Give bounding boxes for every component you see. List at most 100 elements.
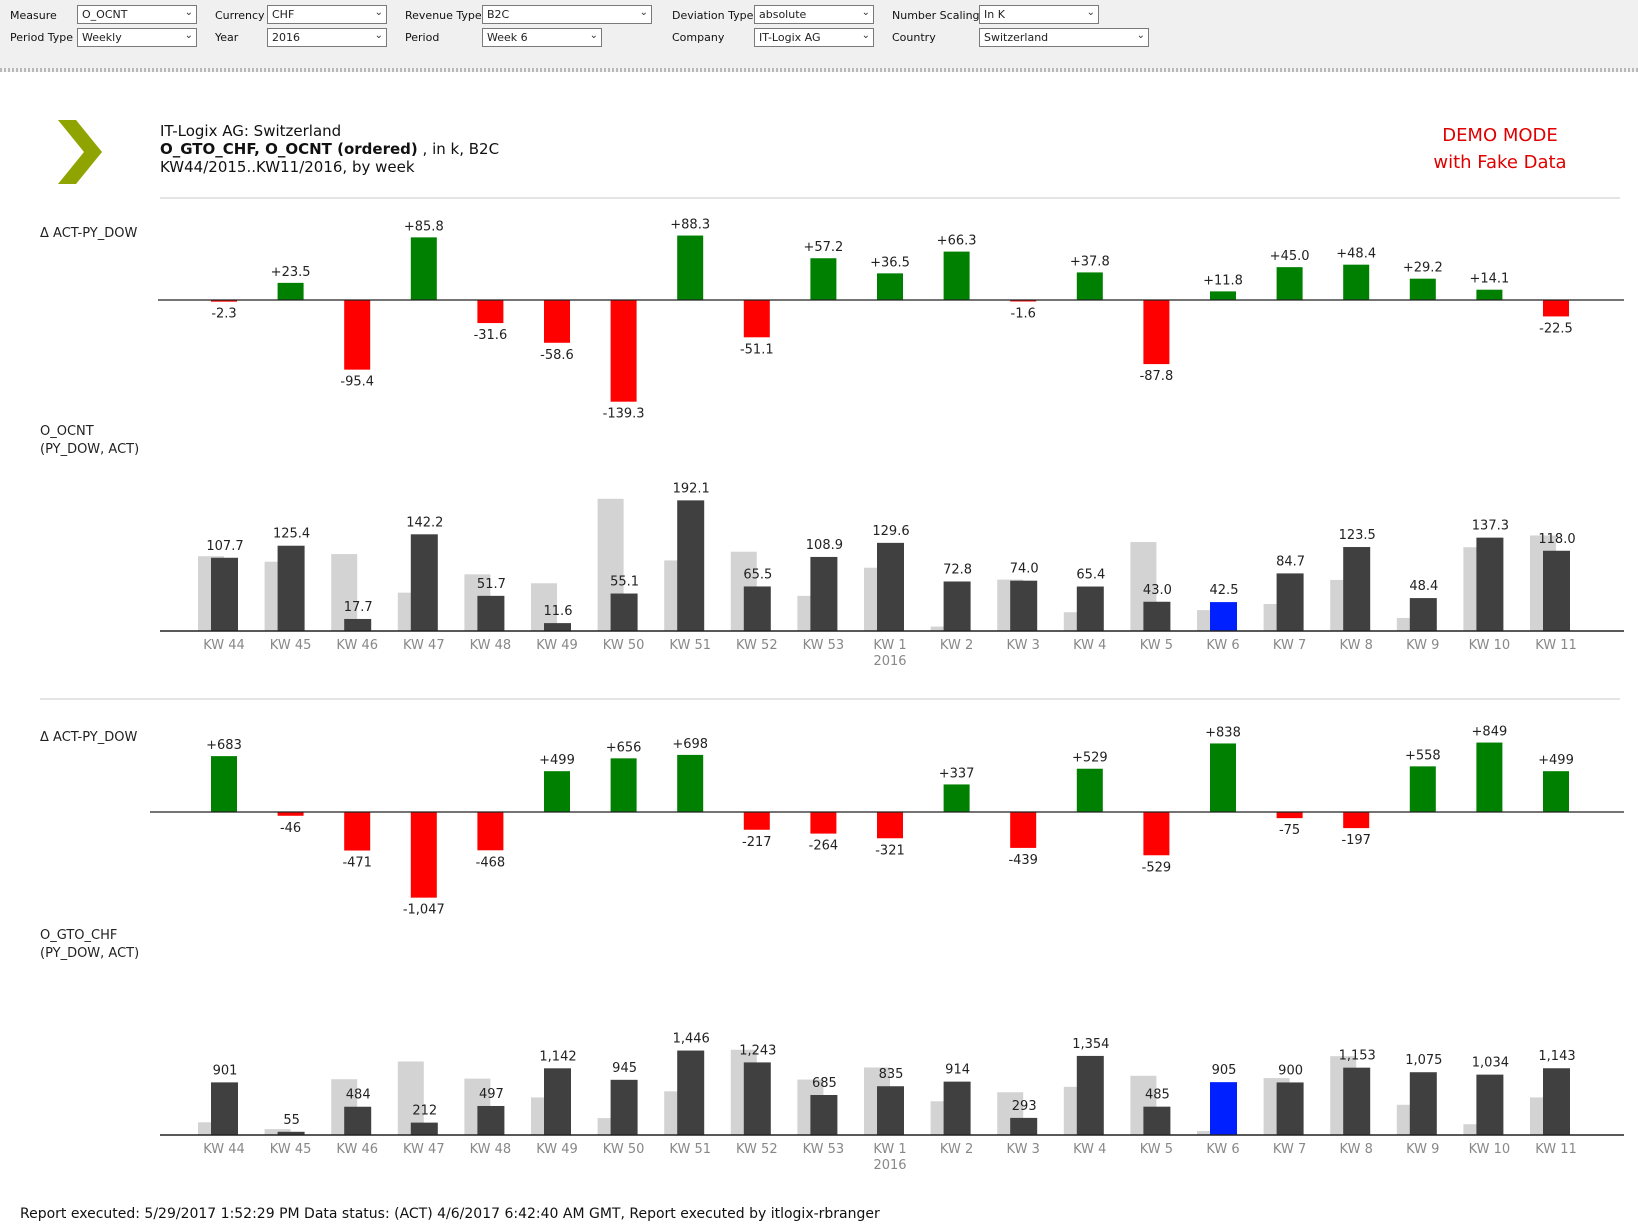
- delta-bar: [544, 771, 570, 812]
- py-bar: [264, 561, 291, 631]
- data-label: 43.0: [1143, 583, 1172, 598]
- data-label: 914: [945, 1063, 970, 1078]
- x-tick-label: KW 45: [270, 1142, 312, 1157]
- py-bar: [864, 567, 890, 631]
- data-label: +36.5: [870, 255, 910, 270]
- x-tick-label: KW 8: [1340, 638, 1373, 653]
- data-label: -75: [1279, 823, 1300, 838]
- py-bar: [1197, 1131, 1223, 1135]
- data-label: 48.4: [1409, 579, 1438, 594]
- x-tick-label: KW 10: [1469, 1142, 1511, 1157]
- py-bar: [730, 551, 757, 631]
- data-label: 485: [1145, 1088, 1170, 1103]
- company-select[interactable]: IT-Logix AG ⌄: [754, 28, 874, 47]
- py-bar: [730, 1049, 757, 1135]
- data-label: 51.7: [477, 577, 506, 592]
- year-select[interactable]: 2016 ⌄: [267, 28, 387, 47]
- period-select[interactable]: Week 6 ⌄: [482, 28, 602, 47]
- period-type-select[interactable]: Weekly ⌄: [77, 28, 197, 47]
- delta-bar: [1543, 300, 1569, 317]
- country-select[interactable]: Switzerland ⌄: [979, 28, 1149, 47]
- py-bar: [797, 1079, 824, 1135]
- data-label: -95.4: [340, 375, 374, 390]
- chart3-title: Δ ACT-PY_DOW: [40, 730, 138, 745]
- chevron-down-icon: ⌄: [861, 30, 870, 41]
- x-tick-label: KW 6: [1206, 638, 1239, 653]
- data-label: +48.4: [1336, 247, 1376, 262]
- x-tick-label: KW 3: [1007, 638, 1040, 653]
- filter-label: Period Type: [10, 31, 74, 44]
- py-bar: [531, 583, 557, 631]
- chart2-title: O_OCNT (PY_DOW, ACT): [40, 423, 139, 459]
- chevron-down-icon: ⌄: [1086, 7, 1095, 18]
- data-label: 129.6: [872, 524, 909, 539]
- delta-bar: [1476, 742, 1503, 812]
- act-bar: [1210, 1082, 1237, 1135]
- data-label: -1,047: [403, 903, 445, 918]
- x-tick-label: KW 52: [736, 1142, 778, 1157]
- py-bar: [664, 560, 691, 631]
- data-label: 118.0: [1538, 532, 1575, 547]
- act-bar: [1409, 1072, 1437, 1135]
- py-bar: [1063, 612, 1090, 631]
- splitter-handle[interactable]: [0, 68, 1638, 72]
- data-label: -1.6: [1011, 307, 1036, 322]
- py-bar: [664, 1091, 691, 1135]
- company-logo-icon: [58, 120, 102, 184]
- data-label: 293: [1012, 1099, 1037, 1114]
- act-bar: [1076, 586, 1104, 631]
- delta-bar: [344, 300, 371, 370]
- delta-bar: [477, 812, 504, 851]
- py-bar: [997, 1092, 1024, 1135]
- act-bar: [1476, 537, 1504, 631]
- measure-select[interactable]: O_OCNT ⌄: [77, 5, 197, 24]
- delta-bar: [1076, 272, 1103, 300]
- data-label: +499: [539, 753, 575, 768]
- delta-bar: [1210, 743, 1236, 812]
- data-label: 65.5: [743, 567, 772, 582]
- data-label: 142.2: [406, 515, 443, 530]
- py-bar: [1530, 1097, 1556, 1135]
- chevron-down-icon: ⌄: [374, 30, 383, 41]
- py-bar: [198, 556, 224, 631]
- data-label: 192.1: [673, 481, 710, 496]
- x-tick-label: KW 5: [1140, 638, 1173, 653]
- py-bar: [198, 1122, 224, 1135]
- delta-bar: [1210, 291, 1236, 300]
- number-scaling-select[interactable]: In K ⌄: [979, 5, 1099, 24]
- chevron-down-icon: ⌄: [184, 30, 193, 41]
- data-label: -2.3: [211, 307, 236, 322]
- py-bar: [331, 1079, 358, 1135]
- data-label: -58.6: [540, 348, 574, 363]
- py-bar: [1463, 547, 1490, 631]
- delta-bar: [1276, 812, 1303, 819]
- data-label: 125.4: [273, 527, 310, 542]
- act-bar: [1143, 601, 1171, 631]
- py-bar: [1330, 579, 1357, 631]
- data-label: -197: [1341, 833, 1371, 848]
- data-label: 137.3: [1472, 519, 1509, 534]
- x-tick-label: KW 7: [1273, 1142, 1306, 1157]
- act-bar: [211, 557, 238, 631]
- deviation-type-select[interactable]: absolute ⌄: [754, 5, 874, 24]
- x-tick-label: KW 52: [736, 638, 778, 653]
- data-label: 1,075: [1405, 1053, 1442, 1068]
- data-label: 108.9: [806, 538, 843, 553]
- data-label: +14.1: [1469, 272, 1509, 287]
- chart4-title: O_GTO_CHF (PY_DOW, ACT): [40, 927, 139, 963]
- delta-bar: [1543, 771, 1569, 812]
- delta-bar: [1409, 766, 1436, 812]
- x-tick-label: KW 11: [1535, 1142, 1577, 1157]
- py-bar: [930, 626, 957, 631]
- data-label: -471: [342, 856, 372, 871]
- py-bar: [597, 498, 624, 631]
- x-tick-label: KW 46: [336, 638, 378, 653]
- revenue-type-select[interactable]: B2C ⌄: [482, 5, 652, 24]
- data-label: -51.1: [740, 342, 774, 357]
- chevron-down-icon: ⌄: [861, 7, 870, 18]
- py-bar: [1530, 535, 1556, 631]
- delta-bar: [943, 784, 970, 812]
- act-bar: [677, 500, 705, 631]
- currency-select[interactable]: CHF ⌄: [267, 5, 387, 24]
- py-bar: [864, 1067, 890, 1135]
